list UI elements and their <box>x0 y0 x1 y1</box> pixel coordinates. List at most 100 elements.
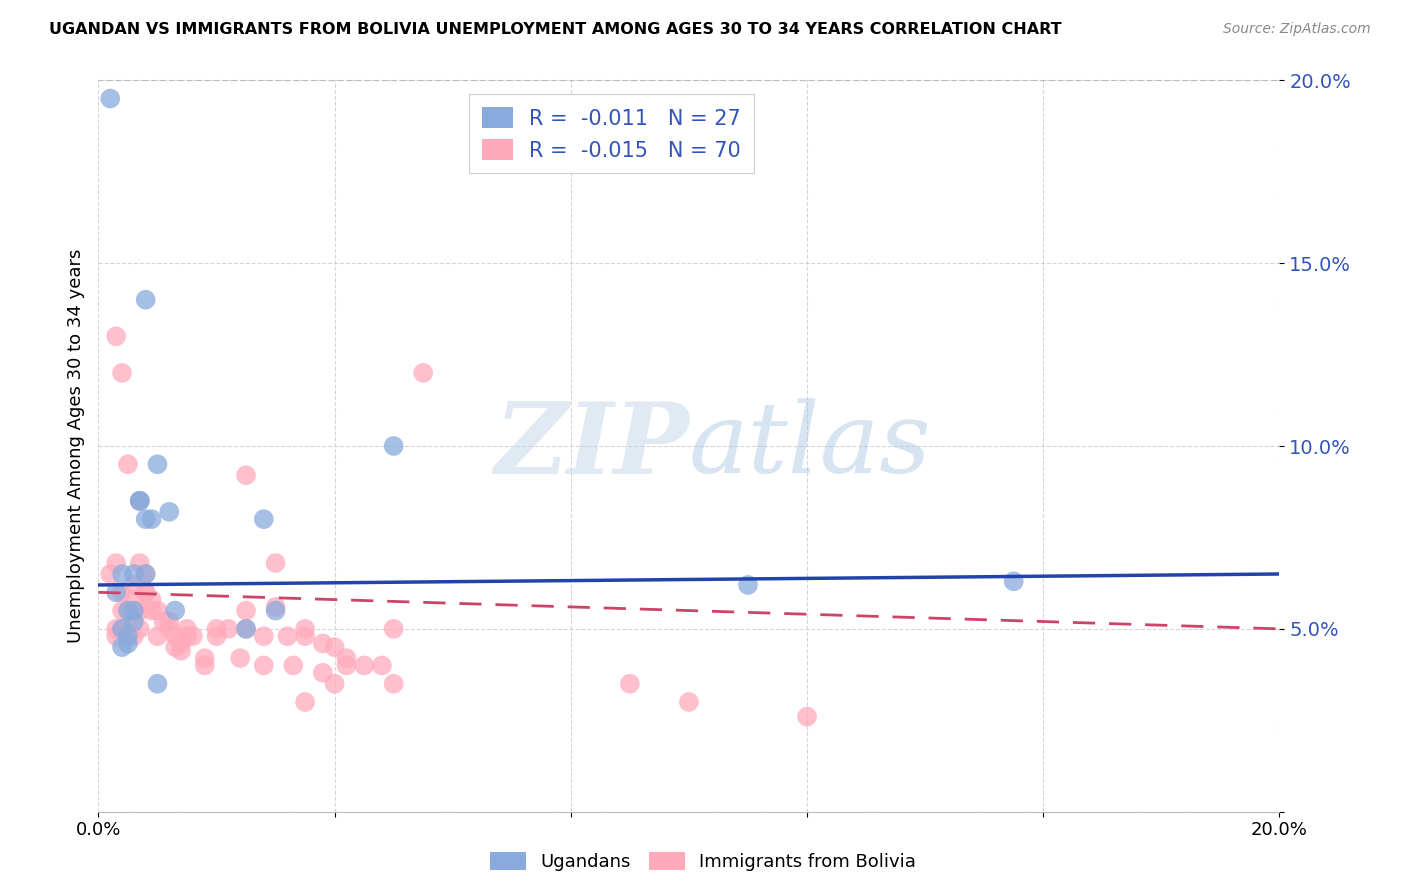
Point <box>105 329 128 343</box>
Point <box>98 567 121 582</box>
Point <box>141 512 163 526</box>
Point <box>111 366 134 380</box>
Point <box>229 651 252 665</box>
Point <box>98 91 121 105</box>
Point <box>135 567 157 582</box>
Point <box>181 629 204 643</box>
Point <box>176 622 198 636</box>
Point <box>135 512 157 526</box>
Point <box>737 578 759 592</box>
Point <box>128 556 150 570</box>
Point <box>276 629 298 643</box>
Legend: R =  -0.011   N = 27, R =  -0.015   N = 70: R = -0.011 N = 27, R = -0.015 N = 70 <box>470 95 754 173</box>
Point <box>111 622 134 636</box>
Point <box>122 603 145 617</box>
Point <box>170 644 193 658</box>
Point <box>294 629 316 643</box>
Point <box>128 494 150 508</box>
Point <box>170 636 193 650</box>
Point <box>111 622 134 636</box>
Point <box>122 567 145 582</box>
Point <box>122 629 145 643</box>
Point <box>235 468 257 483</box>
Point <box>165 603 187 617</box>
Point <box>264 603 287 617</box>
Point <box>122 615 145 629</box>
Point <box>117 603 139 617</box>
Point <box>235 622 257 636</box>
Point <box>117 603 139 617</box>
Point <box>141 592 163 607</box>
Point <box>335 658 357 673</box>
Point <box>264 556 287 570</box>
Point <box>165 629 187 643</box>
Point <box>382 622 405 636</box>
Point <box>117 629 139 643</box>
Point <box>382 439 405 453</box>
Point <box>105 556 128 570</box>
Text: atlas: atlas <box>689 399 932 493</box>
Point <box>157 615 180 629</box>
Point <box>235 622 257 636</box>
Point <box>264 599 287 614</box>
Point <box>135 585 157 599</box>
Point <box>194 658 217 673</box>
Y-axis label: Unemployment Among Ages 30 to 34 years: Unemployment Among Ages 30 to 34 years <box>66 249 84 643</box>
Text: ZIP: ZIP <box>494 398 689 494</box>
Point <box>111 640 134 655</box>
Point <box>619 676 641 690</box>
Point <box>678 695 700 709</box>
Point <box>253 629 276 643</box>
Point <box>194 651 217 665</box>
Point <box>205 629 228 643</box>
Legend: Ugandans, Immigrants from Bolivia: Ugandans, Immigrants from Bolivia <box>482 845 924 879</box>
Point <box>253 658 276 673</box>
Point <box>117 603 139 617</box>
Point <box>176 629 198 643</box>
Point <box>128 494 150 508</box>
Point <box>122 592 145 607</box>
Point <box>382 676 405 690</box>
Point <box>412 366 434 380</box>
Point <box>283 658 305 673</box>
Point <box>152 615 174 629</box>
Point <box>323 676 346 690</box>
Point <box>135 567 157 582</box>
Point <box>157 505 180 519</box>
Point <box>122 603 145 617</box>
Point <box>146 676 169 690</box>
Point <box>146 629 169 643</box>
Point <box>323 640 346 655</box>
Point <box>122 578 145 592</box>
Point <box>235 603 257 617</box>
Point <box>312 665 335 680</box>
Point <box>796 709 818 723</box>
Point <box>1002 574 1025 589</box>
Point <box>146 457 169 471</box>
Point <box>128 603 150 617</box>
Text: UGANDAN VS IMMIGRANTS FROM BOLIVIA UNEMPLOYMENT AMONG AGES 30 TO 34 YEARS CORREL: UGANDAN VS IMMIGRANTS FROM BOLIVIA UNEMP… <box>49 22 1062 37</box>
Point <box>128 494 150 508</box>
Point <box>294 695 316 709</box>
Point <box>253 512 276 526</box>
Point <box>335 651 357 665</box>
Point <box>141 603 163 617</box>
Point <box>146 603 169 617</box>
Text: Source: ZipAtlas.com: Source: ZipAtlas.com <box>1223 22 1371 37</box>
Point <box>111 585 134 599</box>
Point <box>157 622 180 636</box>
Point <box>111 603 134 617</box>
Point <box>128 622 150 636</box>
Point <box>217 622 239 636</box>
Point <box>117 622 139 636</box>
Point <box>294 622 316 636</box>
Point <box>105 585 128 599</box>
Point <box>117 636 139 650</box>
Point <box>105 622 128 636</box>
Point <box>135 585 157 599</box>
Point <box>353 658 375 673</box>
Point <box>105 629 128 643</box>
Point <box>117 457 139 471</box>
Point <box>165 640 187 655</box>
Point <box>205 622 228 636</box>
